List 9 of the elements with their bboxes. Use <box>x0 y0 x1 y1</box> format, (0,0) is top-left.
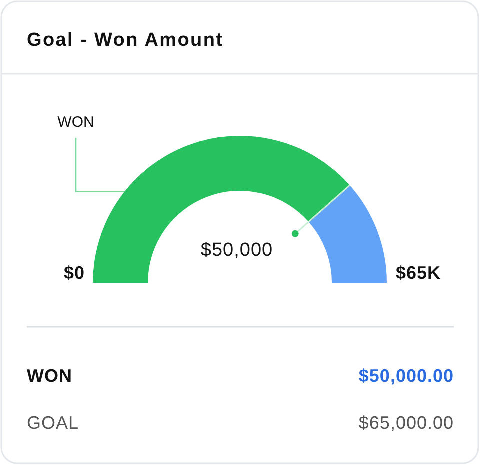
text: GOAL <box>27 413 80 433</box>
text: $65K <box>396 263 442 283</box>
chart-title: Goal - Won Amount <box>27 30 224 51</box>
text: $65,000.00 <box>358 413 454 433</box>
slice-label: WON <box>58 114 94 131</box>
text: $50,000.00 <box>358 366 454 386</box>
text: $0 <box>64 263 85 283</box>
text: WON <box>27 366 72 386</box>
text: $50,000 <box>200 240 274 261</box>
